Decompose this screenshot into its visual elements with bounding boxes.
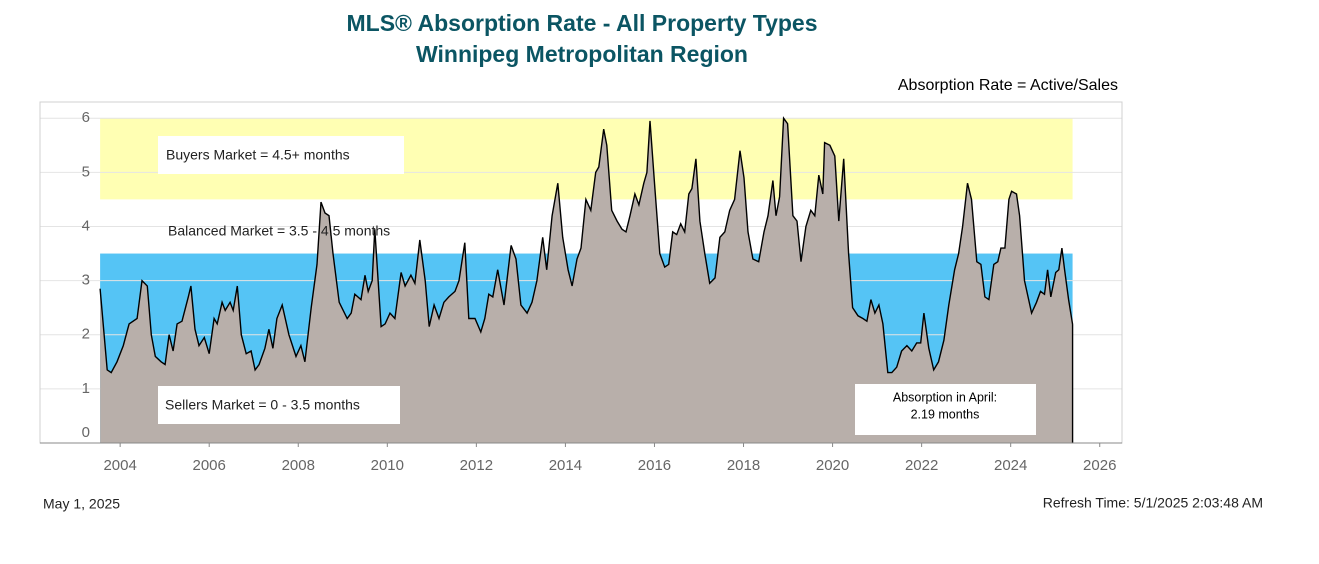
x-tick-label: 2006: [193, 457, 226, 474]
chart-title: MLS® Absorption Rate - All Property Type…: [346, 10, 817, 36]
band-label: Sellers Market = 0 - 3.5 months: [165, 397, 360, 413]
x-tick-label: 2024: [994, 457, 1027, 474]
refresh-time: Refresh Time: 5/1/2025 2:03:48 AM: [1043, 495, 1263, 511]
label-box: [158, 386, 400, 424]
y-tick-label: 2: [82, 326, 90, 343]
y-tick-label: 5: [82, 163, 90, 180]
band-label: Balanced Market = 3.5 - 4.5 months: [168, 223, 390, 239]
x-tick-label: 2018: [727, 457, 760, 474]
formula-note: Absorption Rate = Active/Sales: [898, 77, 1118, 94]
x-tick-label: 2026: [1083, 457, 1116, 474]
line: [99, 116, 1074, 374]
y-tick-label: 4: [82, 217, 90, 234]
annotation: 2.19 months: [911, 407, 980, 421]
label-box: [158, 136, 404, 174]
chart-subtitle: Winnipeg Metropolitan Region: [416, 41, 748, 67]
x-tick-label: 2004: [103, 457, 136, 474]
y-tick-label: 3: [82, 272, 90, 289]
y-tick-label: 1: [82, 380, 90, 397]
band-label: Buyers Market = 4.5+ months: [166, 147, 350, 163]
x-tick-label: 2014: [549, 457, 582, 474]
annotation: Absorption in April:: [893, 390, 997, 404]
area: [100, 118, 1073, 443]
x-tick-label: 2020: [816, 457, 849, 474]
x-tick-label: 2008: [282, 457, 315, 474]
x-tick-label: 2012: [460, 457, 493, 474]
date: May 1, 2025: [43, 496, 120, 512]
annotation-box: [855, 384, 1036, 435]
x-tick-label: 2016: [638, 457, 671, 474]
y-tick-label: 6: [82, 109, 90, 126]
x-tick-label: 2010: [371, 457, 404, 474]
y-tick-label: 0: [82, 424, 90, 441]
x-tick-label: 2022: [905, 457, 938, 474]
